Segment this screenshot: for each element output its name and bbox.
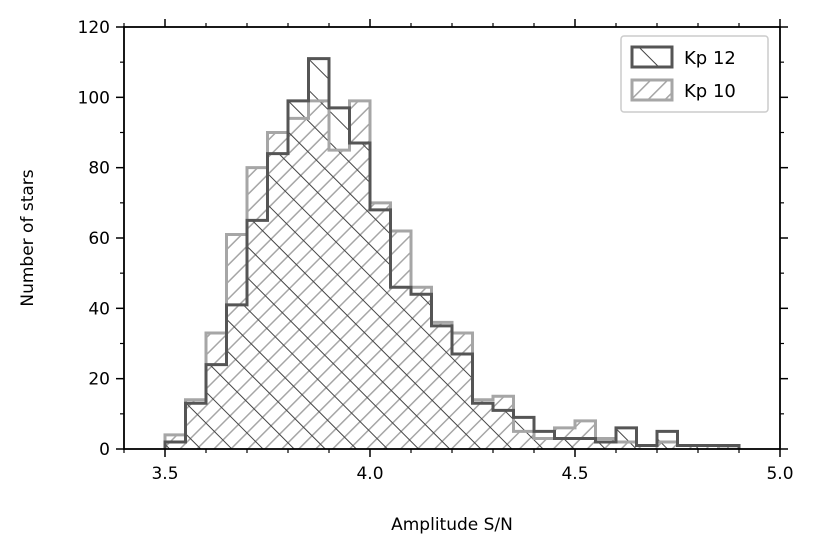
legend-label-kp12: Kp 12 xyxy=(684,48,736,69)
bar-kp12-6 xyxy=(288,100,309,449)
bar-kp12-8 xyxy=(329,107,350,449)
x-tick-label-0: 3.5 xyxy=(151,464,178,484)
bar-kp12-12 xyxy=(411,294,432,449)
bar-kp12-11 xyxy=(390,287,411,449)
bar-kp12-19 xyxy=(554,438,575,449)
bar-kp12-23 xyxy=(636,445,657,449)
bar-kp12-2 xyxy=(206,364,227,449)
legend: Kp 12 Kp 10 xyxy=(620,35,769,113)
y-tick-label-3: 60 xyxy=(88,229,110,249)
bar-kp12-3 xyxy=(226,304,247,449)
bar-kp12-27 xyxy=(718,445,739,449)
y-tick-label-4: 80 xyxy=(88,159,110,179)
bar-kp12-24 xyxy=(657,431,678,449)
bar-kp12-1 xyxy=(185,403,206,449)
y-axis-label: Number of stars xyxy=(18,169,38,306)
legend-swatch-kp10 xyxy=(630,78,674,102)
bar-kp12-4 xyxy=(247,220,268,449)
bar-kp12-22 xyxy=(616,427,637,449)
bar-kp12-21 xyxy=(595,441,616,449)
bar-kp12-9 xyxy=(349,143,370,449)
legend-swatch-kp12 xyxy=(630,45,674,69)
y-tick-label-2: 40 xyxy=(88,299,110,319)
bar-kp12-13 xyxy=(431,325,452,449)
bar-kp12-5 xyxy=(267,153,288,449)
y-tick-label-0: 0 xyxy=(99,440,110,460)
bar-kp12-7 xyxy=(308,58,329,449)
bar-kp12-15 xyxy=(472,403,493,449)
outline-kp12 xyxy=(163,57,741,449)
outline-layer xyxy=(163,57,741,449)
bar-kp12-18 xyxy=(534,431,555,449)
bar-kp12-20 xyxy=(575,438,596,449)
outline-kp10 xyxy=(163,99,739,449)
y-tick-label-1: 20 xyxy=(88,370,110,390)
legend-label-kp10: Kp 10 xyxy=(684,81,736,102)
bar-kp12-25 xyxy=(677,445,698,449)
bar-kp12-10 xyxy=(370,209,391,449)
x-tick-label-2: 4.5 xyxy=(561,464,588,484)
bar-kp12-14 xyxy=(452,354,473,449)
bar-kp12-17 xyxy=(513,417,534,449)
bars-layer xyxy=(165,58,739,449)
axes-layer: 3.5 4.0 4.5 5.0 0 20 40 60 80 100 120 xyxy=(78,18,794,484)
bar-kp12-16 xyxy=(493,410,514,449)
bar-kp12-26 xyxy=(698,445,719,449)
x-tick-label-3: 5.0 xyxy=(766,464,793,484)
x-tick-label-1: 4.0 xyxy=(356,464,383,484)
y-tick-label-6: 120 xyxy=(78,18,110,38)
y-tick-label-5: 100 xyxy=(78,88,110,108)
bar-kp12-0 xyxy=(165,441,186,449)
x-axis-label: Amplitude S/N xyxy=(391,515,513,535)
